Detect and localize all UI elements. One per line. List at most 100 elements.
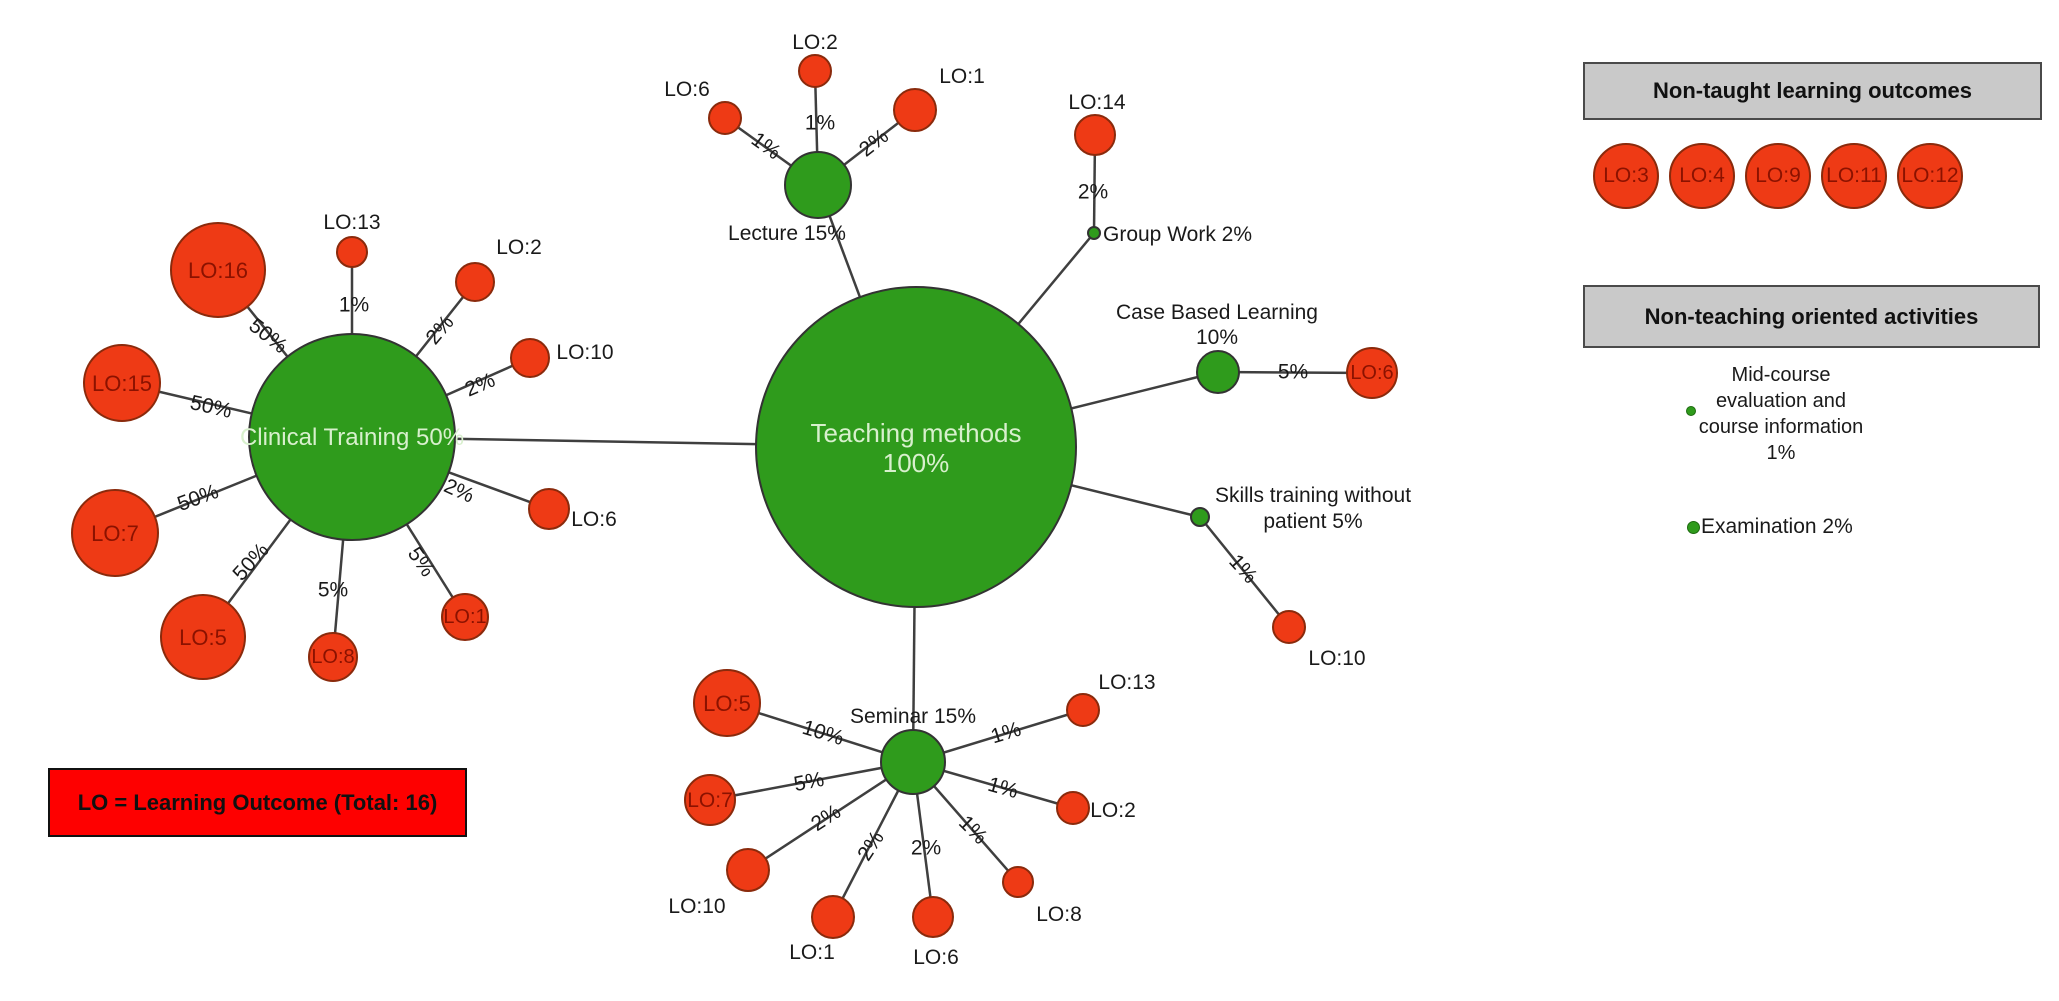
edge-label-seminar-sem_lo13: 1% — [988, 718, 1024, 749]
node-label-sem_lo5: LO:5 — [703, 691, 751, 716]
edge-seminar-sem_lo7 — [709, 760, 914, 802]
node-skills — [1190, 507, 1210, 527]
edge-label-clinical-cl_lo8: 5% — [318, 579, 348, 602]
node-label-sem_lo8: LO:8 — [1036, 903, 1082, 926]
legend-non-teaching-title: Non-teaching oriented activities — [1644, 303, 1979, 329]
node-cl_lo1 — [441, 593, 489, 641]
node-label-cbl_lo6: LO:6 — [1350, 362, 1393, 384]
legend-outcome-lo9: LO:9 — [1745, 143, 1811, 209]
edge-label-clinical-cl_lo1: 5% — [403, 543, 439, 581]
node-label-cl_lo10: LO:10 — [556, 341, 613, 364]
mid-course-item: Mid-course evaluation and course informa… — [1666, 362, 1896, 466]
node-lec_lo1 — [893, 88, 937, 132]
node-label-sem_lo6: LO:6 — [913, 946, 959, 969]
mid-course-line-1: Mid-course — [1731, 364, 1831, 386]
legend-non-taught-title: Non-taught learning outcomes — [1653, 78, 1972, 103]
node-seminar — [880, 729, 946, 795]
node-sem_lo5 — [693, 669, 761, 737]
node-cl_lo10 — [510, 338, 550, 378]
node-sem_lo6 — [912, 896, 954, 938]
mid-course-line-4: 1% — [1766, 442, 1796, 464]
node-teaching — [755, 286, 1077, 608]
mid-course-line-3: course information — [1698, 416, 1864, 438]
legend-outcome-lo12: LO:12 — [1897, 143, 1963, 209]
node-sem_lo13 — [1066, 693, 1100, 727]
node-label-sem_lo13: LO:13 — [1098, 671, 1155, 694]
node-label-lecture: Lecture 15% — [728, 222, 846, 245]
node-cl_lo15 — [83, 344, 161, 422]
edge-label-seminar-sem_lo2: 1% — [985, 773, 1021, 803]
node-cl_lo13 — [336, 236, 368, 268]
node-label-lec_lo2: LO:2 — [792, 31, 838, 54]
edge-label-seminar-sem_lo10: 2% — [807, 800, 845, 836]
node-label-lo14: LO:14 — [1068, 91, 1126, 114]
node-label-teaching: Teaching methods 100% — [810, 418, 1021, 478]
node-label-cl_lo8: LO:8 — [311, 646, 354, 668]
edge-label-groupwork-lo14: 2% — [1078, 181, 1108, 204]
examination-item: Examination 2% — [1687, 514, 1853, 540]
lo-note-box: LO = Learning Outcome (Total: 16) — [48, 768, 467, 837]
edge-label-lecture-lec_lo2: 1% — [805, 112, 835, 135]
node-label-lec_lo1: LO:1 — [939, 65, 985, 88]
node-label-cbl: Case Based Learning 10% — [1116, 301, 1318, 349]
node-label-sem_lo1: LO:1 — [789, 941, 835, 964]
node-label-sem_lo2: LO:2 — [1090, 799, 1136, 822]
node-label-clinical: Clinical Training 50% — [240, 424, 464, 451]
node-label-cl_lo7: LO:7 — [91, 521, 139, 546]
node-clinical — [248, 333, 456, 541]
node-label-sem_lo10: LO:10 — [668, 895, 725, 918]
node-sem_lo8 — [1002, 866, 1034, 898]
mid-course-dot-icon — [1686, 406, 1696, 416]
edge-label-clinical-cl_lo13: 1% — [339, 294, 369, 317]
node-cbl_lo6 — [1346, 347, 1398, 399]
node-label-sk_lo10: LO:10 — [1308, 647, 1365, 670]
node-label-sem_lo7: LO:7 — [687, 789, 733, 812]
edge-label-cbl-cbl_lo6: 5% — [1278, 361, 1308, 384]
node-lec_lo2 — [798, 54, 832, 88]
node-sem_lo7 — [684, 774, 736, 826]
node-lecture — [784, 151, 852, 219]
non-taught-outcomes-row: LO:3 LO:4 LO:9 LO:11 LO:12 — [1593, 143, 1963, 209]
legend-non-teaching-header: Non-teaching oriented activities — [1583, 285, 2040, 348]
node-cl_lo7 — [71, 489, 159, 577]
node-label-cl_lo15: LO:15 — [92, 371, 152, 396]
edge-label-clinical-cl_lo15: 50% — [188, 391, 234, 423]
node-sem_lo2 — [1056, 791, 1090, 825]
node-cl_lo8 — [308, 632, 358, 682]
examination-label: Examination 2% — [1701, 515, 1853, 538]
node-label-skills: Skills training without patient 5% — [1215, 484, 1411, 533]
edge-label-lecture-lec_lo6: 1% — [747, 128, 785, 164]
legend-non-taught-header: Non-taught learning outcomes — [1583, 62, 2042, 120]
node-sem_lo1 — [811, 895, 855, 939]
node-cl_lo16 — [170, 222, 266, 318]
node-sem_lo10 — [726, 848, 770, 892]
node-cl_lo5 — [160, 594, 246, 680]
edge-label-clinical-cl_lo5: 50% — [228, 539, 273, 586]
legend-outcome-lo4: LO:4 — [1669, 143, 1735, 209]
edge-label-seminar-sem_lo7: 5% — [792, 768, 826, 796]
node-label-cl_lo6: LO:6 — [571, 508, 617, 531]
edge-label-seminar-sem_lo1: 2% — [853, 827, 889, 865]
node-label-cl_lo13: LO:13 — [323, 211, 380, 234]
node-lec_lo6 — [708, 101, 742, 135]
node-label-cl_lo1: LO:1 — [443, 606, 486, 628]
edge-skills-sk_lo10 — [1199, 516, 1290, 628]
legend-outcome-lo3: LO:3 — [1593, 143, 1659, 209]
node-cbl — [1196, 350, 1240, 394]
edge-label-seminar-sem_lo6: 2% — [911, 837, 941, 860]
node-groupwork — [1087, 226, 1101, 240]
node-label-cl_lo5: LO:5 — [179, 625, 227, 650]
node-label-cl_lo2: LO:2 — [496, 236, 542, 259]
edge-label-seminar-sem_lo5: 10% — [800, 716, 847, 750]
node-label-lec_lo6: LO:6 — [664, 78, 710, 101]
node-lo14 — [1074, 114, 1116, 156]
node-label-groupwork: Group Work 2% — [1103, 223, 1252, 246]
node-cl_lo6 — [528, 488, 570, 530]
mid-course-line-2: evaluation and — [1715, 390, 1847, 412]
examination-dot-icon — [1687, 520, 1700, 534]
node-cl_lo2 — [455, 262, 495, 302]
lo-note-text: LO = Learning Outcome (Total: 16) — [77, 789, 438, 815]
node-label-cl_lo16: LO:16 — [188, 258, 248, 283]
node-sk_lo10 — [1272, 610, 1306, 644]
